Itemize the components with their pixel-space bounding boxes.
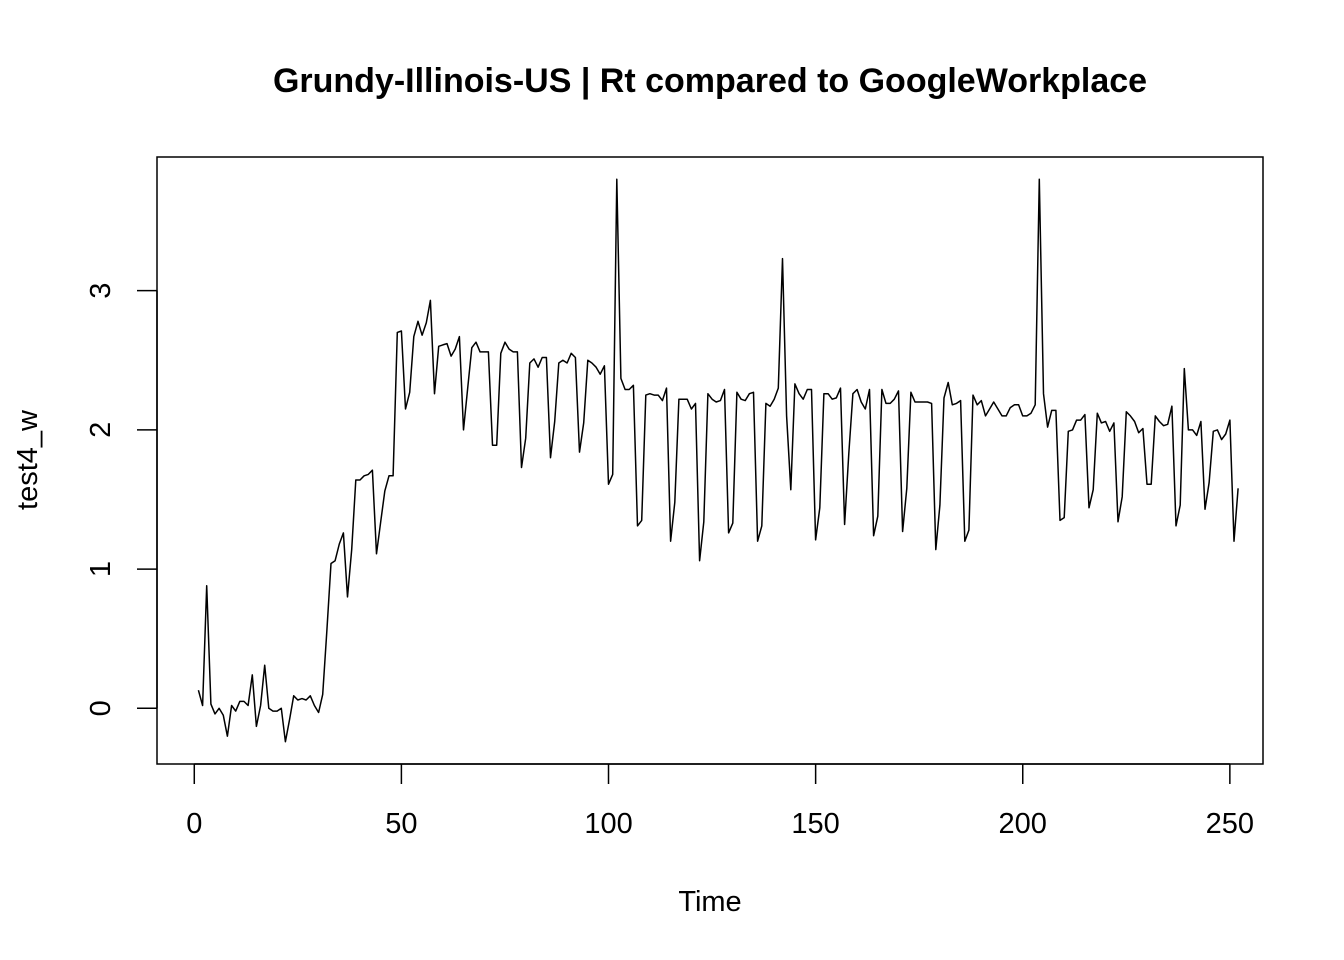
x-tick-label: 100 bbox=[584, 808, 632, 840]
x-tick-label: 0 bbox=[186, 808, 202, 840]
chart-title: Grundy-Illinois-US | Rt compared to Goog… bbox=[273, 62, 1147, 100]
y-tick-label: 0 bbox=[85, 700, 117, 716]
series-line-test4-w bbox=[197, 178, 1239, 743]
x-axis-label: Time bbox=[678, 886, 741, 918]
y-tick-label: 1 bbox=[85, 561, 117, 577]
x-tick-label: 250 bbox=[1206, 808, 1254, 840]
x-axis: 0 50 100 150 200 250 bbox=[186, 763, 1254, 840]
x-tick-label: 50 bbox=[385, 808, 417, 840]
plot-box bbox=[156, 156, 1264, 765]
y-tick-label: 2 bbox=[85, 422, 117, 438]
y-tick-label: 3 bbox=[85, 283, 117, 299]
x-tick-label: 150 bbox=[791, 808, 839, 840]
y-axis: 0 1 2 3 bbox=[85, 283, 158, 716]
x-tick-label: 200 bbox=[999, 808, 1047, 840]
y-axis-label: test4_w bbox=[12, 409, 44, 510]
